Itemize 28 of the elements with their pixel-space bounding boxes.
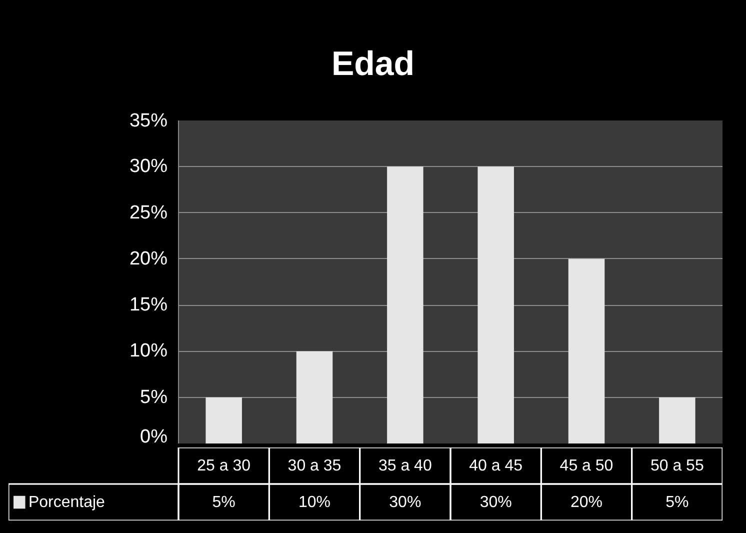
y-tick-label: 15%	[129, 294, 168, 316]
bar	[387, 166, 424, 444]
y-tick-label: 5%	[140, 386, 168, 408]
y-tick-label: 25%	[129, 202, 168, 224]
bar	[206, 397, 242, 444]
y-tick-label: 20%	[129, 248, 168, 270]
data-label: 5%	[212, 494, 236, 511]
chart-title: Edad	[331, 44, 415, 85]
data-label: 30%	[480, 494, 512, 511]
y-tick-label: 30%	[129, 156, 168, 178]
y-tick-label: 0%	[140, 426, 168, 448]
x-tick-label: 35 a 40	[378, 457, 432, 474]
data-label: 5%	[666, 494, 689, 511]
x-tick-label: 40 a 45	[469, 457, 523, 474]
x-tick-label: 30 a 35	[288, 457, 342, 474]
data-label: 10%	[298, 494, 331, 511]
bar	[659, 397, 696, 444]
x-tick-label: 50 a 55	[650, 457, 704, 474]
bar	[296, 351, 333, 444]
bar	[478, 166, 514, 444]
data-label: 30%	[389, 494, 422, 511]
data-label: 20%	[570, 494, 603, 511]
bar	[568, 258, 605, 444]
x-tick-label: 25 a 30	[197, 457, 251, 474]
x-tick-label: 45 a 50	[560, 457, 614, 474]
y-tick-label: 35%	[129, 110, 168, 132]
y-tick-label: 10%	[129, 340, 168, 362]
legend-label: Porcentaje	[28, 494, 106, 511]
